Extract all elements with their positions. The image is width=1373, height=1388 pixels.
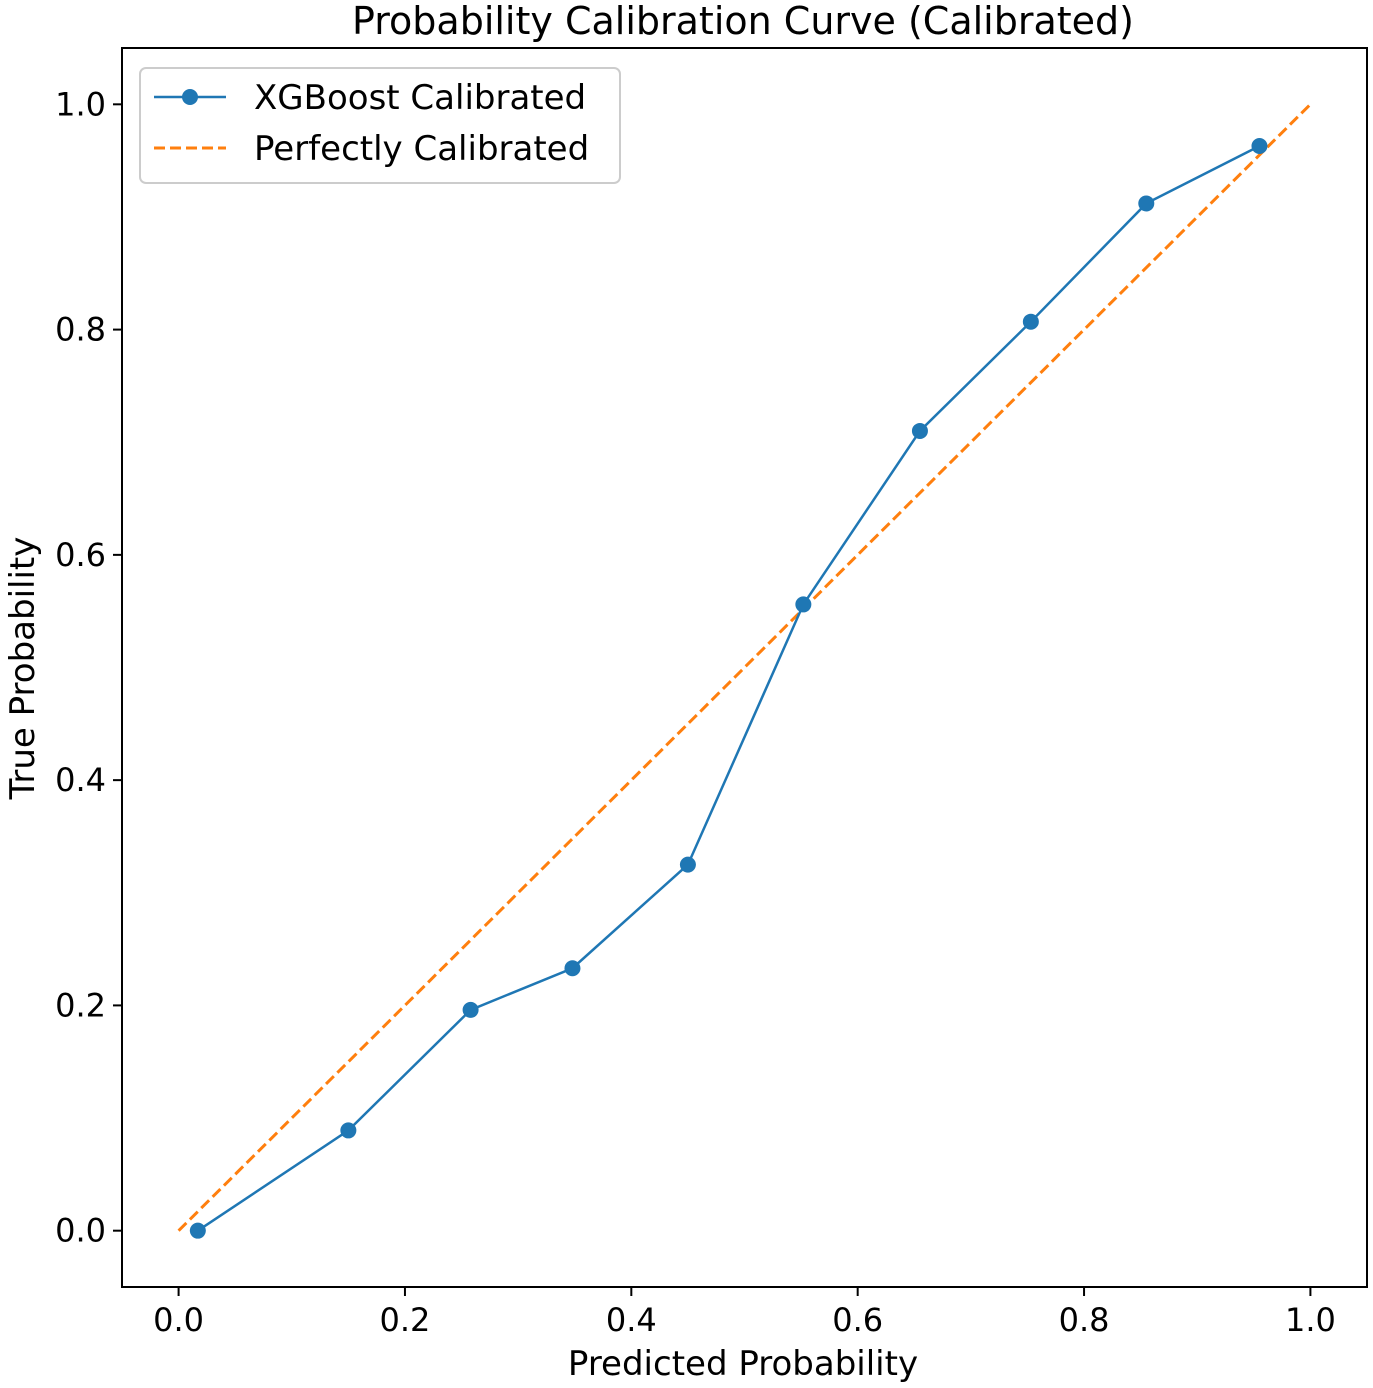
- y-tick-label: 1.0: [55, 85, 106, 123]
- series-line-xgboost-calibrated: [197, 144, 1261, 1232]
- x-tick-label: 0.2: [380, 1301, 431, 1339]
- legend-label-perfect: Perfectly Calibrated: [254, 129, 589, 169]
- data-point-xgboost-calibrated: [1022, 313, 1039, 330]
- data-point-xgboost-calibrated: [564, 960, 581, 977]
- x-tick-label: 0.4: [606, 1301, 657, 1339]
- y-tick-label: 0.8: [55, 311, 106, 349]
- data-point-xgboost-calibrated: [911, 422, 928, 439]
- data-point-xgboost-calibrated: [462, 1001, 479, 1018]
- x-tick-label: 1.0: [1285, 1301, 1336, 1339]
- legend: XGBoost Calibrated Perfectly Calibrated: [139, 67, 621, 184]
- legend-box: [139, 67, 621, 184]
- y-tick-label: 0.2: [55, 986, 106, 1024]
- data-point-xgboost-calibrated: [1251, 137, 1268, 154]
- plot-area-frame: [121, 47, 1368, 1288]
- x-tick-label: 0.0: [153, 1301, 204, 1339]
- legend-swatch-xgboost-marker: [182, 89, 198, 105]
- legend-label-xgboost: XGBoost Calibrated: [254, 78, 586, 118]
- data-point-xgboost-calibrated: [340, 1122, 357, 1139]
- y-tick-label: 0.6: [55, 536, 106, 574]
- x-axis-ticks: 0.0 0.2 0.4 0.6 0.8 1.0: [153, 1287, 1336, 1339]
- x-tick-label: 0.8: [1059, 1301, 1110, 1339]
- series-line-perfectly-calibrated: [177, 103, 1312, 1232]
- data-point-xgboost-calibrated: [189, 1222, 206, 1239]
- y-tick-label: 0.0: [55, 1212, 106, 1250]
- data-point-xgboost-calibrated: [1138, 195, 1155, 212]
- chart-title: Probability Calibration Curve (Calibrate…: [352, 0, 1134, 43]
- data-point-xgboost-calibrated: [795, 596, 812, 613]
- y-axis-ticks: 0.0 0.2 0.4 0.6 0.8 1.0: [55, 85, 122, 1250]
- x-axis-label: Predicted Probability: [568, 1344, 918, 1384]
- y-tick-label: 0.4: [55, 761, 106, 799]
- data-point-xgboost-calibrated: [679, 856, 696, 873]
- series-layer: [177, 103, 1312, 1239]
- x-tick-label: 0.6: [832, 1301, 883, 1339]
- y-axis-label: True Probability: [3, 537, 43, 801]
